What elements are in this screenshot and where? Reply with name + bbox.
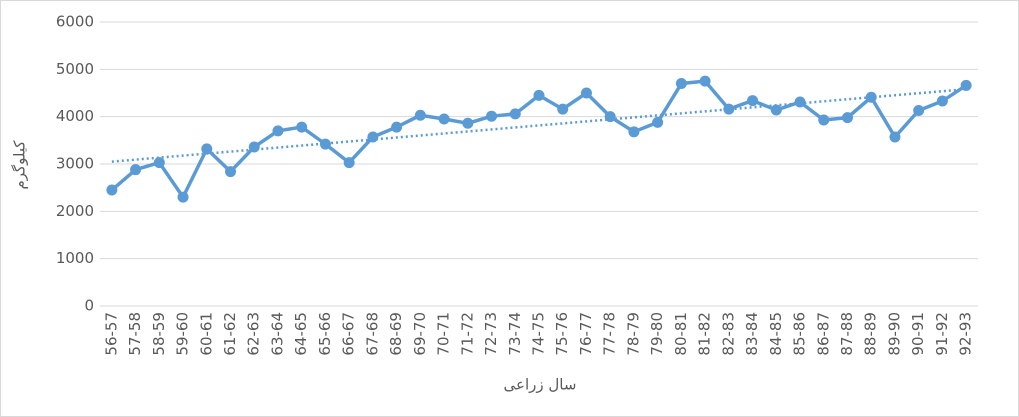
data-point: [794, 96, 806, 108]
x-tick-label: 87-88: [838, 312, 856, 356]
data-point: [106, 184, 118, 196]
x-tick-label: 72-73: [482, 312, 500, 356]
data-point: [153, 157, 165, 169]
data-point: [889, 131, 901, 143]
data-point: [580, 87, 592, 99]
x-tick-label: 59-60: [174, 312, 192, 356]
data-point: [225, 166, 237, 178]
x-tick-label: 65-66: [316, 312, 334, 356]
x-tick-label: 74-75: [530, 312, 548, 356]
x-axis-title: سال زراعی: [504, 376, 577, 394]
data-point: [628, 126, 640, 138]
data-point: [391, 121, 403, 133]
y-tick-label: 2000: [56, 202, 94, 220]
data-point: [818, 114, 830, 126]
x-tick-label: 64-65: [292, 312, 310, 356]
x-tick-label: 90-91: [909, 312, 927, 356]
y-tick-label: 1000: [56, 249, 94, 267]
data-point: [604, 111, 616, 123]
x-tick-label: 79-80: [648, 312, 666, 356]
y-tick-label: 6000: [56, 13, 94, 31]
x-tick-label: 88-89: [862, 312, 880, 356]
x-tick-label: 56-57: [102, 312, 120, 356]
x-tick-label: 80-81: [672, 312, 690, 356]
x-tick-label: 86-87: [814, 312, 832, 356]
x-tick-label: 84-85: [767, 312, 785, 356]
data-point: [699, 75, 711, 87]
x-tick-label: 67-68: [363, 312, 381, 356]
data-point: [414, 109, 426, 121]
y-tick-label: 5000: [56, 60, 94, 78]
data-point: [177, 191, 189, 203]
x-tick-label: 77-78: [601, 312, 619, 356]
x-tick-label: 68-69: [387, 312, 405, 356]
x-tick-label: 61-62: [221, 312, 239, 356]
data-point: [272, 125, 284, 137]
data-point: [747, 95, 759, 107]
x-tick-label: 63-64: [268, 312, 286, 356]
data-point: [248, 141, 260, 153]
data-point: [865, 91, 877, 103]
x-tick-label: 73-74: [506, 312, 524, 356]
y-tick-label: 4000: [56, 107, 94, 125]
data-point: [462, 117, 474, 129]
data-point: [438, 113, 450, 125]
data-point: [675, 78, 687, 90]
data-point: [723, 103, 735, 115]
y-axis-title: کیلوگرم: [11, 140, 29, 190]
data-point: [936, 95, 948, 107]
data-point: [960, 79, 972, 91]
x-tick-label: 57-58: [126, 312, 144, 356]
x-tick-label: 82-83: [719, 312, 737, 356]
data-point: [130, 164, 142, 176]
x-tick-label: 91-92: [933, 312, 951, 356]
data-point: [201, 143, 213, 155]
x-tick-label: 75-76: [553, 312, 571, 356]
x-tick-label: 78-79: [624, 312, 642, 356]
x-tick-label: 62-63: [245, 312, 263, 356]
x-tick-label: 60-61: [197, 312, 215, 356]
data-point: [367, 131, 379, 143]
data-point: [296, 121, 308, 133]
x-tick-label: 76-77: [577, 312, 595, 356]
data-point: [652, 116, 664, 128]
x-tick-label: 66-67: [340, 312, 358, 356]
data-point: [509, 108, 521, 120]
x-tick-label: 58-59: [150, 312, 168, 356]
x-tick-label: 70-71: [435, 312, 453, 356]
x-tick-label: 69-70: [411, 312, 429, 356]
data-point: [343, 157, 355, 169]
data-point: [841, 112, 853, 124]
x-tick-label: 83-84: [743, 312, 761, 356]
x-tick-label: 89-90: [885, 312, 903, 356]
y-tick-label: 3000: [56, 155, 94, 173]
y-tick-label: 0: [84, 297, 94, 315]
data-point: [770, 104, 782, 116]
x-tick-label: 81-82: [696, 312, 714, 356]
x-tick-label: 71-72: [458, 312, 476, 356]
data-point: [557, 103, 569, 115]
x-tick-label: 85-86: [791, 312, 809, 356]
data-point: [319, 138, 331, 150]
data-point: [913, 105, 925, 117]
x-tick-label: 92-93: [957, 312, 975, 356]
data-point: [486, 110, 498, 122]
data-point: [533, 89, 545, 101]
